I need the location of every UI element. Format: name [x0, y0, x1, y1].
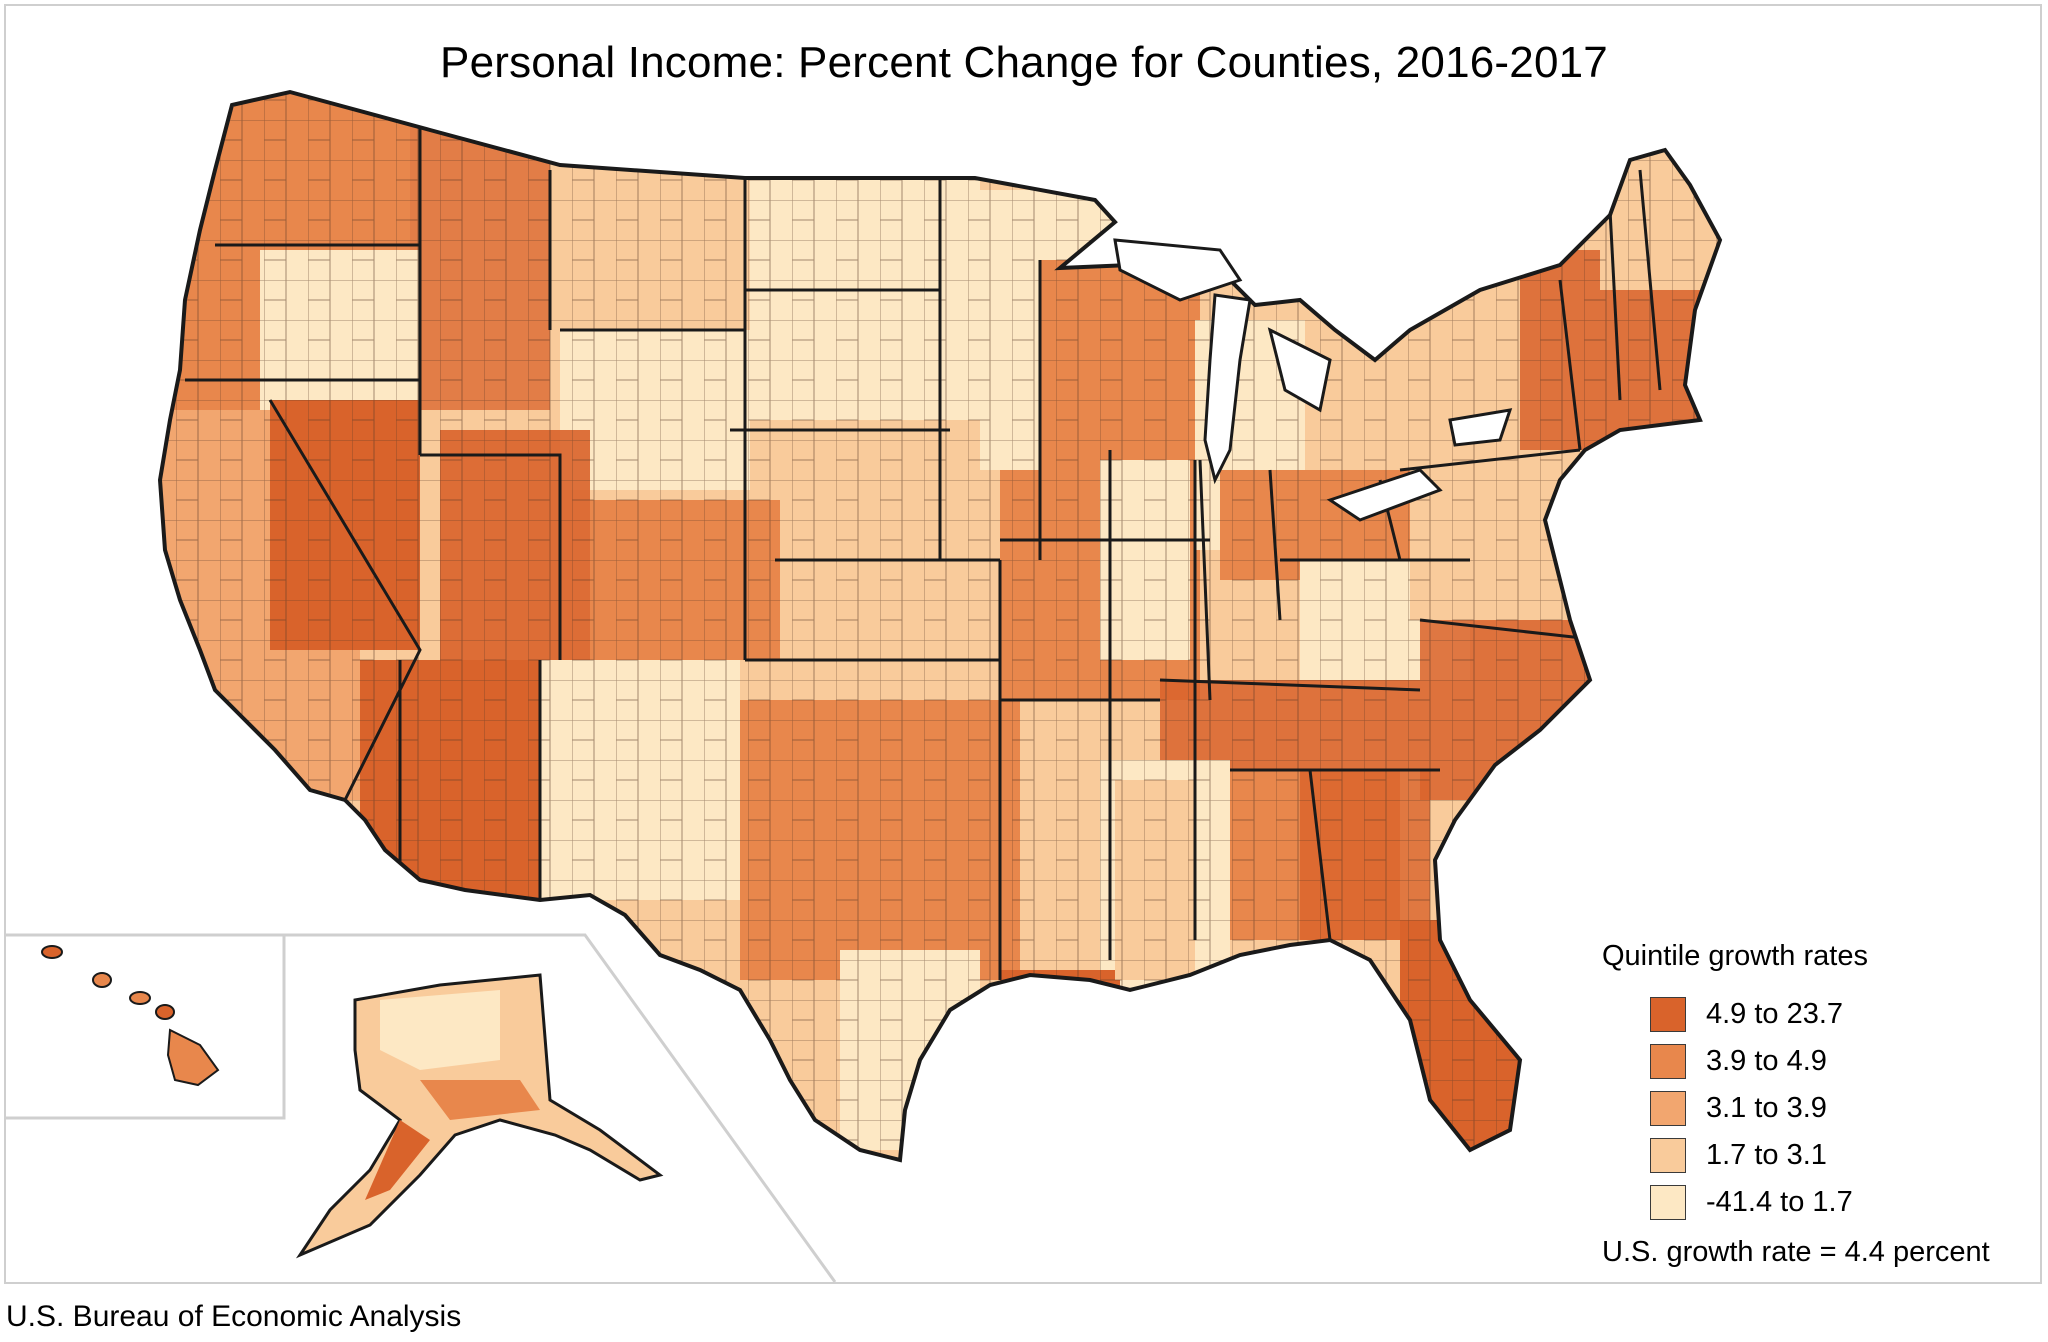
legend-label: 3.9 to 4.9 [1706, 1045, 1827, 1077]
legend-item: 3.1 to 3.9 [1602, 1085, 2022, 1132]
alaska [295, 973, 664, 1259]
legend-item: 4.9 to 23.7 [1602, 991, 2022, 1038]
legend-item: 3.9 to 4.9 [1602, 1038, 2022, 1085]
legend-label: 1.7 to 3.1 [1706, 1139, 1827, 1171]
inset-frame [4, 933, 837, 1283]
legend-item: 1.7 to 3.1 [1602, 1132, 2022, 1179]
legend-swatch [1650, 1185, 1686, 1220]
legend-label: 3.1 to 3.9 [1706, 1092, 1827, 1124]
legend-swatch [1650, 1091, 1686, 1126]
map-title: Personal Income: Percent Change for Coun… [440, 38, 1608, 87]
legend-swatch [1650, 1044, 1686, 1079]
legend-item: -41.4 to 1.7 [1602, 1179, 2022, 1226]
legend-swatch [1650, 997, 1686, 1032]
legend-title: Quintile growth rates [1602, 940, 1868, 972]
us-growth-rate: U.S. growth rate = 4.4 percent [1602, 1236, 1990, 1268]
legend-swatch [1650, 1138, 1686, 1173]
great-lakes [1113, 238, 1513, 522]
hawaii [41, 945, 220, 1087]
legend-label: -41.4 to 1.7 [1706, 1186, 1853, 1218]
legend: Quintile growth rates 4.9 to 23.7 3.9 to… [1602, 940, 2022, 1269]
legend-label: 4.9 to 23.7 [1706, 998, 1844, 1030]
source-credit: U.S. Bureau of Economic Analysis [6, 1300, 462, 1333]
choropleth-map [4, 90, 1722, 1283]
